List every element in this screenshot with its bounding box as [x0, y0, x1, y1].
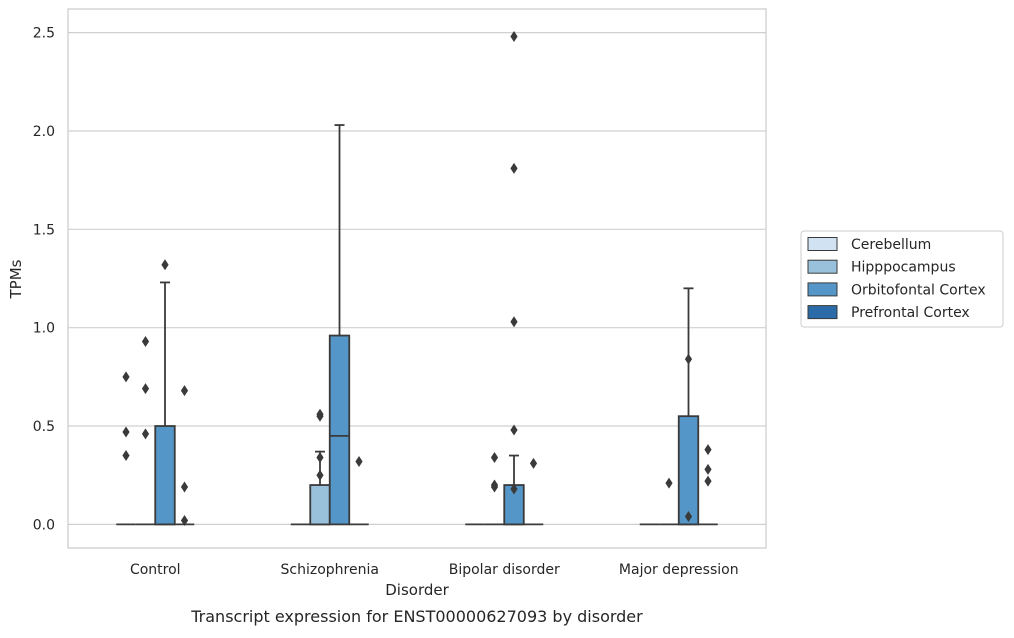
series-prefrontal-cortex — [174, 385, 718, 526]
legend: Cerebellum Hipppocampus Orbitofontal Corte… — [800, 230, 1004, 328]
outlier-point — [316, 469, 324, 481]
series-cerebellum — [116, 371, 660, 526]
box-plot — [349, 455, 369, 526]
box-plot — [154, 259, 176, 526]
outlier-point — [529, 457, 538, 469]
y-tick-label: 2.5 — [33, 26, 55, 42]
outlier-point — [704, 475, 712, 487]
series-orbitofontal-cortex — [154, 31, 700, 526]
outlier-point — [316, 408, 324, 420]
box-plot — [659, 477, 679, 526]
outlier-point — [141, 428, 150, 440]
outlier-point — [684, 511, 693, 523]
box-layer — [116, 31, 718, 526]
x-tick-label: Schizophrenia — [281, 562, 379, 578]
outlier-point — [355, 455, 363, 467]
outlier-point — [665, 477, 673, 489]
outlier-point — [122, 450, 130, 462]
outlier-point — [141, 335, 150, 347]
y-tick-label: 2.0 — [33, 124, 55, 140]
outlier-point — [510, 31, 518, 43]
box-plot — [174, 385, 195, 526]
x-tick-label: Bipolar disorder — [449, 562, 560, 578]
outlier-point — [490, 452, 499, 464]
outlier-point — [141, 383, 150, 395]
box-plot — [523, 457, 544, 526]
box-plot — [309, 408, 331, 526]
y-tick-label: 1.0 — [33, 321, 55, 337]
legend-label: Hipppocampus — [851, 260, 956, 276]
x-tick-label: Major depression — [619, 562, 739, 578]
y-tick-labels: 0.0 0.5 1.0 1.5 2.0 2.5 — [33, 26, 55, 534]
chart-caption: Transcript expression for ENST0000062709… — [190, 607, 643, 626]
legend-swatch — [807, 237, 838, 251]
box-plot — [484, 452, 505, 526]
legend-items: Cerebellum Hipppocampus Orbitofontal Corte… — [807, 237, 986, 321]
x-axis-label: Disorder — [385, 581, 449, 599]
outlier-point — [704, 463, 712, 475]
plot-frame — [67, 8, 767, 549]
legend-swatch — [807, 305, 838, 320]
outlier-point — [180, 481, 189, 493]
outlier-point — [122, 371, 130, 383]
legend-label: Prefrontal Cortex — [851, 305, 970, 321]
legend-swatch — [807, 282, 838, 297]
outlier-point — [161, 259, 169, 271]
outlier-point — [180, 514, 189, 526]
outlier-point — [316, 452, 324, 464]
outlier-point — [704, 444, 712, 456]
y-tick-label: 0.5 — [33, 419, 55, 435]
outlier-point — [510, 162, 518, 174]
x-tick-labels: Control Schizophrenia Bipolar disorder Majo… — [130, 562, 739, 578]
box-plot — [328, 124, 351, 526]
outlier-point — [684, 353, 693, 365]
legend-label: Cerebellum — [851, 237, 931, 253]
outlier-point — [490, 479, 499, 491]
outlier-point — [122, 426, 130, 438]
box-iqr — [154, 425, 176, 526]
box-plot — [677, 287, 700, 526]
box-plot — [698, 444, 718, 526]
box-plot — [135, 335, 156, 526]
outlier-point — [510, 483, 518, 495]
x-tick-label: Control — [130, 562, 181, 578]
y-axis-label: TPMs — [7, 259, 25, 299]
legend-swatch — [807, 259, 838, 274]
outlier-point — [510, 424, 518, 436]
series-hipppocampus — [135, 335, 679, 526]
box-iqr — [677, 415, 700, 526]
legend-label: Orbitofontal Cortex — [851, 282, 986, 298]
y-tick-label: 1.5 — [33, 222, 55, 238]
box-iqr — [309, 484, 331, 526]
box-iqr — [328, 334, 351, 526]
outlier-point — [180, 385, 189, 397]
box-plot — [503, 31, 525, 526]
box-plot — [116, 371, 136, 526]
legend-frame — [800, 230, 1004, 328]
y-tick-label: 0.0 — [33, 517, 55, 533]
outlier-point — [510, 316, 518, 328]
